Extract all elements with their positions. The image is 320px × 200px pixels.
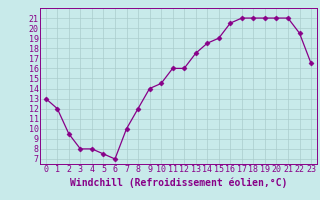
X-axis label: Windchill (Refroidissement éolien,°C): Windchill (Refroidissement éolien,°C): [70, 177, 287, 188]
